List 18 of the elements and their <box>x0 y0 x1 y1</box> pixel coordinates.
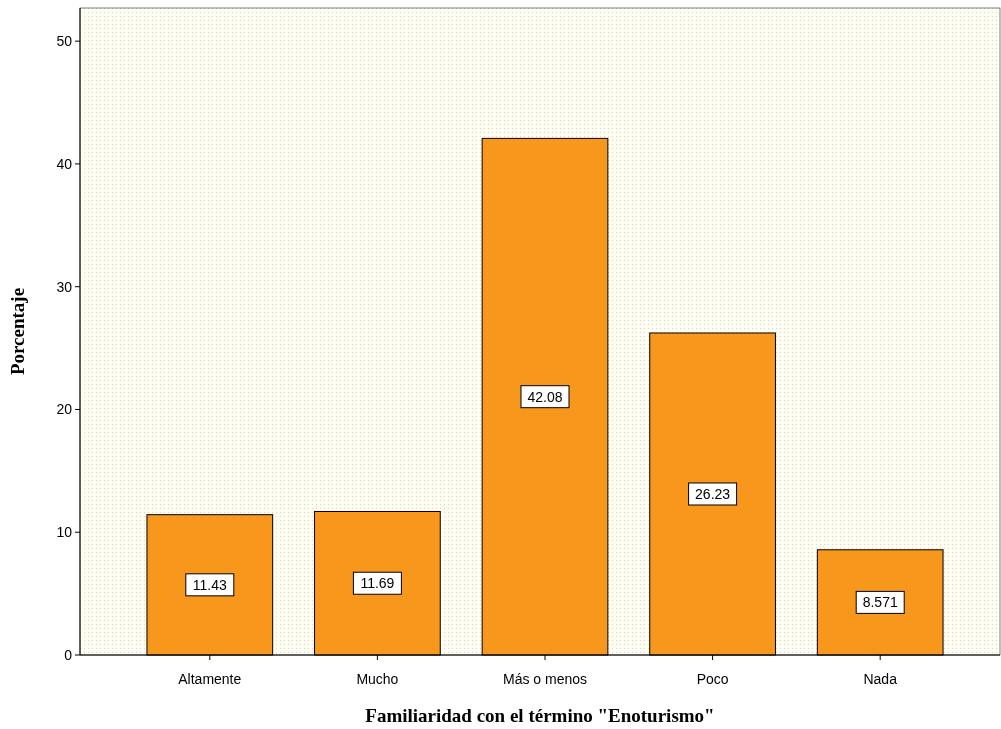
y-tick-label: 50 <box>56 33 73 50</box>
y-tick-label: 0 <box>64 647 73 663</box>
data-label: 26.23 <box>695 485 731 502</box>
y-axis-title: Porcentaje <box>7 287 28 376</box>
x-axis-title: Familiaridad con el término "Enoturismo" <box>365 705 715 726</box>
x-tick-label: Mucho <box>356 671 399 687</box>
y-tick-label: 40 <box>56 155 73 172</box>
data-label: 8.571 <box>862 594 898 611</box>
x-tick-label: Más o menos <box>502 671 588 687</box>
x-tick-label: Poco <box>696 671 729 687</box>
data-label: 11.43 <box>192 576 228 593</box>
data-label: 42.08 <box>527 388 563 405</box>
y-tick-label: 30 <box>56 278 73 295</box>
y-tick-label: 20 <box>56 401 73 418</box>
x-tick-label: Nada <box>863 671 898 687</box>
y-tick-label: 10 <box>56 524 73 541</box>
data-label: 11.69 <box>360 575 395 592</box>
x-tick-label: Altamente <box>178 671 242 687</box>
